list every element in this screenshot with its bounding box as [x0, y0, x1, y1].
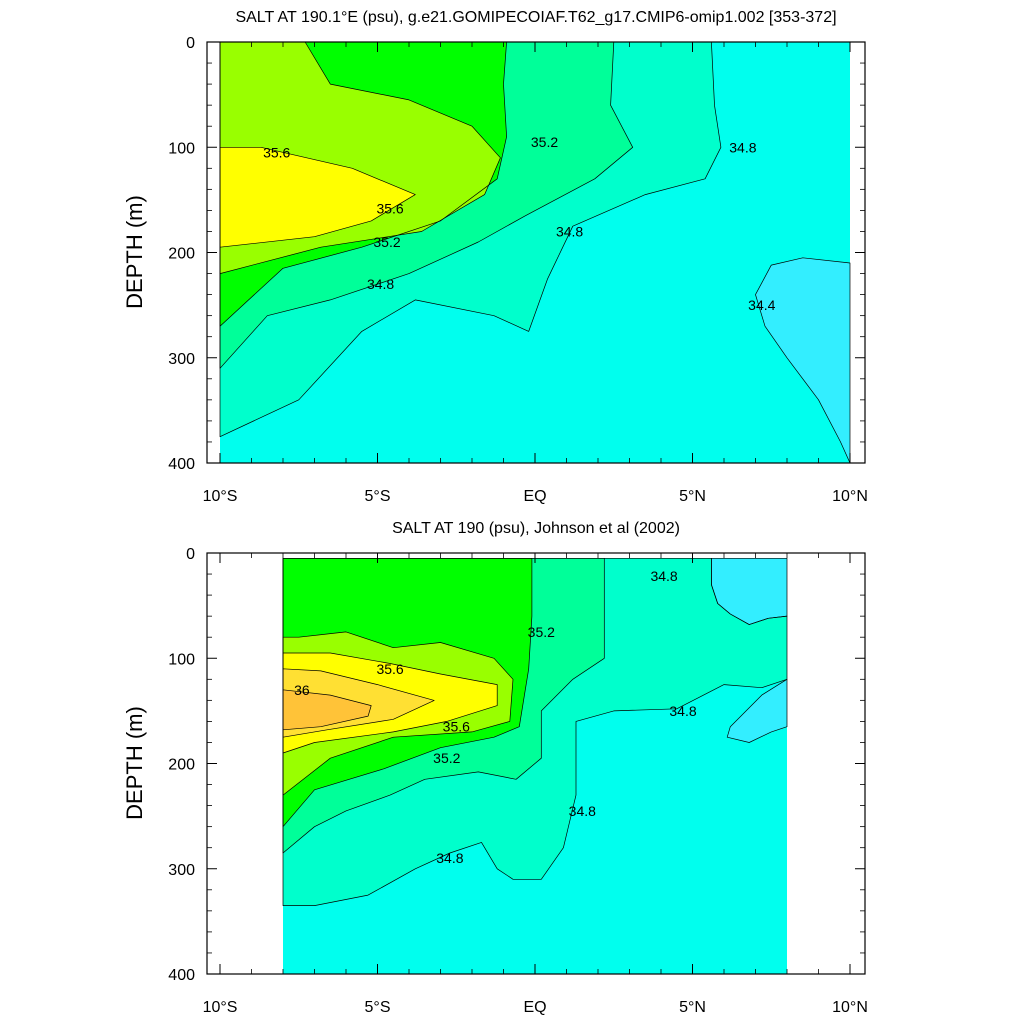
contour-fill-layer: [220, 42, 850, 463]
contour-label: 34.8: [729, 139, 756, 155]
x-tick-label: EQ: [523, 488, 546, 505]
contour-label: 35.2: [433, 750, 460, 766]
contour-label: 34.8: [367, 276, 394, 292]
contour-label: 35.6: [376, 661, 403, 677]
contour-label: 35.6: [376, 200, 403, 216]
contour-region-c-ge-36-0: [283, 689, 372, 730]
axis-layer: 10°S 5°S EQ 5°N 10°N 0 100 200 300 400: [168, 546, 868, 1016]
contour-region-c-le-34-4: [711, 558, 787, 625]
chart-title: SALT AT 190 (psu), Johnson et al (2002): [392, 520, 680, 537]
y-tick-label: 300: [168, 862, 195, 879]
y-axis-title: DEPTH (m): [122, 195, 147, 309]
contour-label: 36: [294, 682, 310, 698]
contour-label: 34.8: [556, 224, 583, 240]
x-tick-label: EQ: [523, 999, 546, 1016]
x-tick-label: 5°S: [365, 999, 391, 1016]
contour-line: [282, 557, 788, 906]
contour-line: [282, 557, 605, 854]
chart-title: SALT AT 190.1°E (psu), g.e21.GOMIPECOIAF…: [235, 9, 836, 26]
contour-region-c-le-34-4: [755, 257, 850, 463]
contour-region-c-le-34-4: [727, 679, 787, 743]
y-tick-label: 100: [168, 140, 195, 157]
contour-line: [219, 41, 507, 327]
contour-line: [755, 257, 851, 464]
y-tick-label: 300: [168, 351, 195, 368]
x-tick-label: 5°N: [679, 488, 706, 505]
contour-line: [282, 652, 498, 754]
contour-line: [282, 668, 435, 738]
y-tick-label: 0: [186, 546, 195, 563]
contour-label: 35.6: [263, 145, 290, 161]
x-tick-label: 10°S: [203, 999, 238, 1016]
x-tick-label: 5°S: [365, 488, 391, 505]
contour-label: 35.2: [531, 134, 558, 150]
contour-label: 34.8: [669, 703, 696, 719]
contour-line: [726, 678, 788, 743]
contour-label-layer: 35.6 36 35.6 35.2 35.2 34.8 34.8 34.8 34.8: [294, 568, 697, 866]
observed-salinity-panel: SALT AT 190 (psu), Johnson et al (2002) …: [122, 520, 868, 1016]
contour-line-layer: [282, 557, 788, 906]
contour-line-layer: [219, 41, 851, 464]
y-axis-title: DEPTH (m): [122, 706, 147, 820]
x-tick-label: 10°N: [832, 488, 868, 505]
model-salinity-panel: SALT AT 190.1°E (psu), g.e21.GOMIPECOIAF…: [122, 9, 868, 505]
contour-line: [282, 557, 533, 828]
contour-region-c-35-6-35-8: [220, 147, 416, 248]
contour-label: 35.6: [443, 719, 470, 735]
y-tick-label: 400: [168, 456, 195, 473]
contour-label: 34.4: [748, 297, 775, 313]
axis-layer: 10°S 5°S EQ 5°N 10°N 0 100 200 300 400: [168, 35, 868, 505]
contour-label: 35.2: [528, 624, 555, 640]
contour-label: 34.8: [569, 803, 596, 819]
y-tick-label: 400: [168, 967, 195, 984]
y-tick-label: 200: [168, 757, 195, 774]
x-tick-label: 10°S: [203, 488, 238, 505]
contour-label: 34.8: [436, 850, 463, 866]
contour-line: [282, 631, 514, 796]
y-tick-label: 100: [168, 651, 195, 668]
contour-fill-layer: [283, 558, 787, 974]
contour-label: 34.8: [650, 568, 677, 584]
contour-line: [219, 146, 416, 248]
contour-line: [219, 41, 501, 274]
x-tick-label: 10°N: [832, 999, 868, 1016]
x-tick-label: 5°N: [679, 999, 706, 1016]
y-tick-label: 0: [186, 35, 195, 52]
contour-line: [282, 689, 372, 731]
y-tick-label: 200: [168, 246, 195, 263]
contour-line: [219, 41, 722, 438]
contour-label: 35.2: [373, 234, 400, 250]
contour-line: [219, 41, 634, 369]
contour-label-layer: 35.6 35.6 35.2 35.2 34.8 34.8 34.8 34.4: [263, 134, 776, 313]
